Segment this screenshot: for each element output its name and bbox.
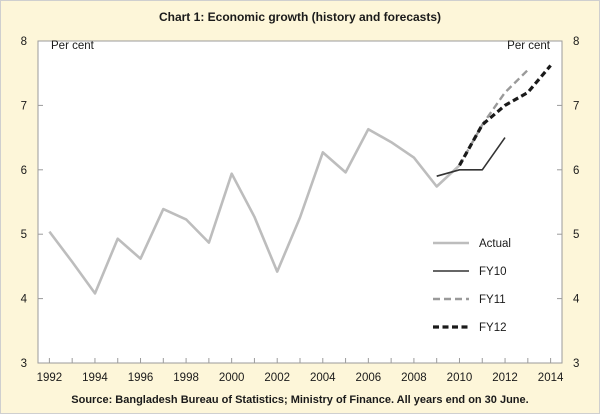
y-tick-label-right-3: 3 bbox=[573, 358, 579, 370]
axis-ticks: 3 3 4 4 5 5 6 6 7 7 8 8 1992 1994 1996 1998 2000 2002 2004… bbox=[21, 36, 580, 384]
x-tick-label-1992: 1992 bbox=[37, 372, 63, 384]
y-tick-label-right-7: 7 bbox=[573, 100, 579, 112]
left-axis-unit: Per cent bbox=[51, 40, 95, 52]
x-tick-label-2004: 2004 bbox=[310, 372, 336, 384]
x-tick-label-2014: 2014 bbox=[538, 372, 564, 384]
legend-label-fy12: FY12 bbox=[479, 322, 507, 334]
legend: Actual FY10 FY11 FY12 bbox=[433, 238, 511, 334]
y-tick-label-left-7: 7 bbox=[21, 100, 27, 112]
x-tick-label-2006: 2006 bbox=[356, 372, 382, 384]
y-tick-label-right-8: 8 bbox=[573, 36, 579, 48]
y-tick-label-right-6: 6 bbox=[573, 165, 579, 177]
x-tick-label-2002: 2002 bbox=[264, 372, 290, 384]
series-line-fy12 bbox=[458, 64, 552, 167]
x-tick-label-1998: 1998 bbox=[173, 372, 199, 384]
plot-area bbox=[37, 40, 563, 364]
x-tick-label-1994: 1994 bbox=[82, 372, 108, 384]
series-lines bbox=[48, 64, 552, 295]
x-tick-label-2008: 2008 bbox=[401, 372, 427, 384]
series-line-actual bbox=[48, 127, 461, 295]
y-tick-label-left-5: 5 bbox=[21, 229, 27, 241]
x-tick-label-2012: 2012 bbox=[492, 372, 518, 384]
x-tick-label-2000: 2000 bbox=[219, 372, 245, 384]
legend-label-actual: Actual bbox=[479, 238, 511, 250]
source-note: Source: Bangladesh Bureau of Statistics;… bbox=[71, 394, 528, 406]
y-tick-label-left-3: 3 bbox=[21, 358, 27, 370]
y-tick-label-right-4: 4 bbox=[573, 294, 580, 306]
x-tick-label-2010: 2010 bbox=[447, 372, 473, 384]
y-tick-label-right-5: 5 bbox=[573, 229, 579, 241]
legend-label-fy10: FY10 bbox=[479, 266, 507, 278]
series-line-fy10 bbox=[436, 137, 506, 177]
x-tick-label-1996: 1996 bbox=[128, 372, 154, 384]
chart-title: Chart 1: Economic growth (history and fo… bbox=[159, 10, 441, 24]
y-tick-label-left-8: 8 bbox=[21, 36, 27, 48]
legend-label-fy11: FY11 bbox=[479, 294, 506, 306]
y-tick-label-left-4: 4 bbox=[21, 294, 28, 306]
right-axis-unit: Per cent bbox=[507, 40, 551, 52]
y-tick-label-left-6: 6 bbox=[21, 165, 27, 177]
